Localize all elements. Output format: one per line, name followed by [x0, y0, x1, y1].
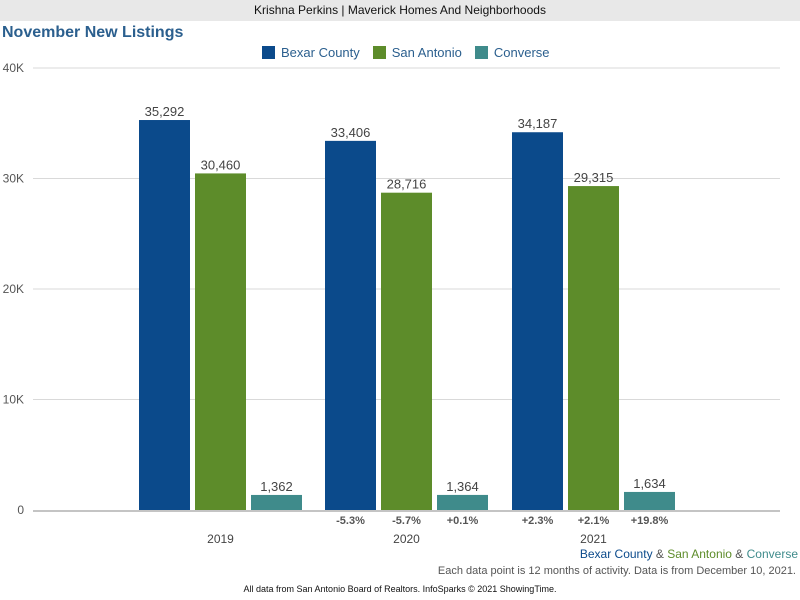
y-tick-label-0: 0	[17, 503, 24, 517]
legend-item-san-antonio[interactable]: San Antonio	[372, 45, 462, 60]
legend-label-converse: Converse	[493, 45, 550, 60]
footer-source: All data from San Antonio Board of Realt…	[243, 584, 557, 594]
data-label-san-antonio-2021: 29,315	[574, 170, 614, 185]
data-label-bexar-county-2020: 33,406	[331, 125, 371, 140]
bar-san-antonio-2020	[381, 192, 432, 510]
change-label-bexar-county-2020: -5.3%	[336, 515, 365, 527]
bar-chart: 0 10K 20K 30K 40K 35,292 30,460 1,362 2019 33,406…	[3, 61, 780, 546]
footer-series-san-antonio: San Antonio	[667, 547, 732, 561]
y-tick-label-2: 20K	[3, 282, 24, 296]
change-label-converse-2021: +19.8%	[631, 515, 669, 527]
data-label-san-antonio-2020: 28,716	[387, 177, 427, 192]
footer-series-line: Bexar County & San Antonio & Converse	[580, 547, 798, 561]
change-label-bexar-county-2021: +2.3%	[522, 515, 554, 527]
footer-note: Each data point is 12 months of activity…	[437, 565, 796, 577]
change-label-san-antonio-2021: +2.1%	[578, 515, 610, 527]
footer-series-converse: Converse	[746, 547, 798, 561]
change-label-san-antonio-2020: -5.7%	[392, 515, 421, 527]
bar-converse-2020	[437, 494, 488, 510]
data-label-bexar-county-2019: 35,292	[145, 104, 185, 119]
legend-swatch-converse	[474, 46, 488, 59]
chart-legend: Bexar County San Antonio Converse	[262, 45, 563, 60]
legend-swatch-bexar-county	[262, 46, 275, 59]
y-tick-label-3: 30K	[3, 172, 24, 186]
data-label-converse-2021: 1,634	[633, 476, 666, 491]
bar-san-antonio-2019	[195, 173, 246, 511]
legend-item-bexar-county[interactable]: Bexar County	[262, 45, 360, 60]
footer-series-bexar: Bexar County	[579, 547, 653, 561]
agent-line: Krishna Perkins | Maverick Homes And Nei…	[254, 3, 546, 17]
y-tick-label-1: 10K	[3, 393, 24, 407]
y-tick-label-4: 40K	[3, 61, 24, 75]
data-label-bexar-county-2021: 34,187	[518, 116, 558, 131]
chart-title: November New Listings	[2, 24, 184, 41]
bar-bexar-county-2021	[512, 132, 563, 510]
legend-label-san-antonio: San Antonio	[391, 45, 462, 60]
bar-bexar-county-2020	[325, 140, 376, 510]
footer-joiner-1: &	[652, 547, 668, 561]
data-label-san-antonio-2019: 30,460	[201, 157, 241, 172]
x-tick-label-2021: 2021	[580, 532, 607, 546]
legend-item-converse[interactable]: Converse	[474, 45, 550, 60]
bar-converse-2019	[251, 494, 302, 510]
data-label-converse-2019: 1,362	[260, 479, 293, 494]
x-tick-label-2019: 2019	[207, 532, 234, 546]
data-label-converse-2020: 1,364	[446, 479, 479, 494]
bar-san-antonio-2021	[568, 186, 619, 510]
legend-label-bexar-county: Bexar County	[281, 45, 360, 60]
legend-swatch-san-antonio	[372, 46, 386, 59]
x-tick-label-2020: 2020	[393, 532, 420, 546]
bar-converse-2021	[624, 491, 675, 510]
report-header: Krishna Perkins | Maverick Homes And Nei…	[0, 0, 800, 21]
change-label-converse-2020: +0.1%	[447, 515, 479, 527]
footer-joiner-2: &	[731, 547, 747, 561]
bar-bexar-county-2019	[139, 120, 190, 510]
